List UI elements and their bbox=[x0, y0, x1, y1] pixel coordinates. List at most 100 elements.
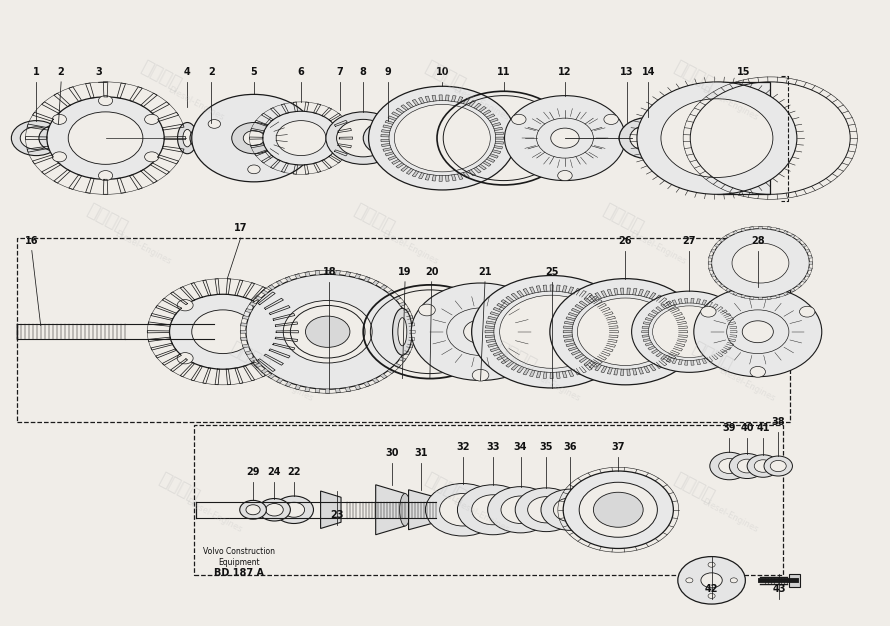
Polygon shape bbox=[728, 322, 736, 325]
Polygon shape bbox=[315, 389, 320, 393]
Polygon shape bbox=[568, 287, 574, 294]
Text: 8: 8 bbox=[360, 67, 367, 77]
Polygon shape bbox=[597, 355, 606, 360]
Polygon shape bbox=[691, 361, 694, 365]
Circle shape bbox=[472, 275, 632, 388]
Polygon shape bbox=[672, 300, 677, 305]
Circle shape bbox=[710, 453, 748, 480]
Polygon shape bbox=[702, 300, 707, 305]
Circle shape bbox=[551, 128, 579, 148]
Polygon shape bbox=[566, 317, 575, 321]
Text: 39: 39 bbox=[723, 423, 736, 433]
Text: 20: 20 bbox=[425, 267, 439, 277]
Polygon shape bbox=[295, 385, 301, 390]
Circle shape bbox=[488, 486, 554, 533]
Polygon shape bbox=[373, 280, 379, 285]
Polygon shape bbox=[790, 289, 796, 292]
Text: 42: 42 bbox=[705, 584, 718, 594]
Text: Diesel-Engines: Diesel-Engines bbox=[451, 497, 510, 535]
Polygon shape bbox=[242, 344, 249, 348]
Text: 24: 24 bbox=[268, 466, 281, 476]
Text: 柴发动力: 柴发动力 bbox=[85, 202, 131, 237]
Polygon shape bbox=[373, 378, 379, 383]
Polygon shape bbox=[783, 230, 789, 234]
Text: 7: 7 bbox=[336, 67, 344, 77]
Text: 4: 4 bbox=[184, 67, 190, 77]
Polygon shape bbox=[255, 363, 262, 368]
Polygon shape bbox=[805, 274, 810, 277]
Ellipse shape bbox=[400, 493, 410, 526]
Polygon shape bbox=[315, 270, 320, 275]
Polygon shape bbox=[506, 361, 514, 367]
Circle shape bbox=[144, 152, 158, 162]
Polygon shape bbox=[670, 308, 679, 313]
Text: 40: 40 bbox=[740, 423, 754, 433]
Polygon shape bbox=[493, 307, 502, 312]
Polygon shape bbox=[620, 288, 624, 294]
Circle shape bbox=[12, 121, 61, 156]
Polygon shape bbox=[497, 304, 506, 309]
Polygon shape bbox=[304, 272, 310, 276]
Polygon shape bbox=[403, 351, 410, 355]
Polygon shape bbox=[562, 285, 567, 292]
Polygon shape bbox=[651, 310, 659, 314]
Polygon shape bbox=[725, 234, 731, 237]
Polygon shape bbox=[381, 140, 389, 141]
Polygon shape bbox=[642, 326, 649, 329]
Polygon shape bbox=[579, 357, 587, 362]
Circle shape bbox=[594, 492, 643, 527]
Circle shape bbox=[554, 498, 587, 521]
Polygon shape bbox=[719, 239, 724, 242]
Polygon shape bbox=[595, 292, 602, 299]
Polygon shape bbox=[285, 277, 291, 282]
Polygon shape bbox=[643, 339, 651, 342]
Circle shape bbox=[243, 131, 264, 146]
Circle shape bbox=[99, 171, 113, 180]
Polygon shape bbox=[245, 309, 252, 312]
Polygon shape bbox=[432, 95, 436, 101]
Polygon shape bbox=[659, 360, 667, 366]
Circle shape bbox=[190, 123, 232, 153]
Circle shape bbox=[425, 483, 500, 536]
Polygon shape bbox=[645, 342, 652, 346]
Polygon shape bbox=[720, 310, 727, 314]
Text: 22: 22 bbox=[287, 466, 301, 476]
Polygon shape bbox=[364, 277, 370, 282]
Polygon shape bbox=[597, 304, 606, 309]
Text: 37: 37 bbox=[611, 442, 625, 452]
Circle shape bbox=[473, 369, 489, 381]
Polygon shape bbox=[556, 285, 560, 292]
Polygon shape bbox=[492, 150, 501, 153]
Polygon shape bbox=[432, 175, 436, 181]
Text: Diesel-Engines: Diesel-Engines bbox=[628, 228, 688, 266]
Polygon shape bbox=[802, 244, 806, 247]
Polygon shape bbox=[336, 270, 340, 275]
Polygon shape bbox=[697, 360, 700, 365]
Text: Diesel-Engines: Diesel-Engines bbox=[166, 85, 226, 123]
Circle shape bbox=[708, 562, 716, 567]
Polygon shape bbox=[775, 228, 780, 231]
Text: 柴发动力: 柴发动力 bbox=[351, 202, 397, 237]
Circle shape bbox=[719, 458, 740, 473]
Polygon shape bbox=[399, 357, 406, 362]
Polygon shape bbox=[501, 358, 510, 364]
Polygon shape bbox=[563, 335, 572, 337]
Circle shape bbox=[742, 321, 773, 342]
Polygon shape bbox=[517, 366, 524, 373]
Circle shape bbox=[247, 165, 260, 173]
Polygon shape bbox=[550, 285, 554, 291]
Polygon shape bbox=[620, 369, 624, 376]
Polygon shape bbox=[409, 331, 415, 333]
Circle shape bbox=[770, 460, 786, 471]
Polygon shape bbox=[571, 351, 580, 355]
Polygon shape bbox=[268, 285, 275, 290]
Polygon shape bbox=[463, 98, 469, 105]
Polygon shape bbox=[601, 366, 607, 372]
Polygon shape bbox=[268, 374, 275, 379]
Text: 41: 41 bbox=[756, 423, 770, 433]
Circle shape bbox=[253, 300, 269, 311]
Polygon shape bbox=[808, 255, 813, 259]
Polygon shape bbox=[490, 347, 499, 352]
Polygon shape bbox=[649, 292, 656, 299]
Polygon shape bbox=[707, 302, 713, 307]
